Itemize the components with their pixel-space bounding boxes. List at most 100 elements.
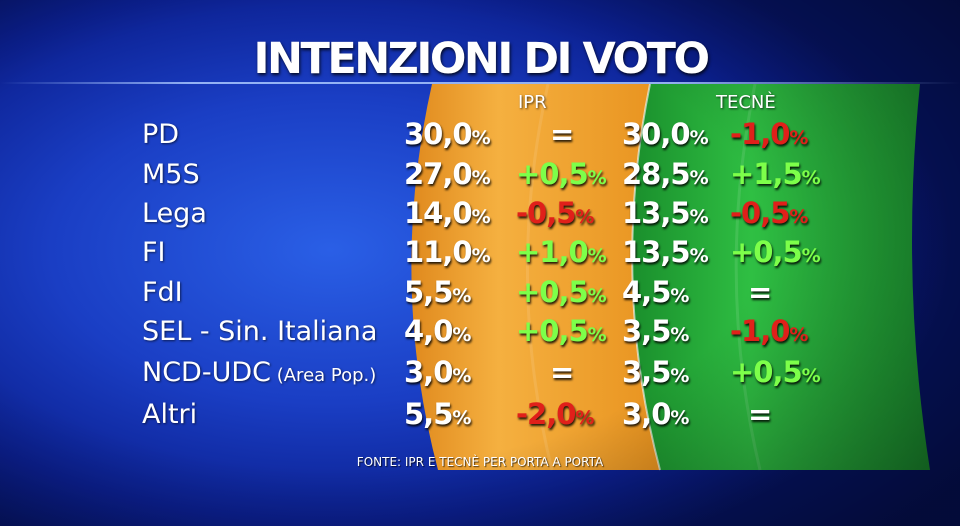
ipr-delta-cell: +0,5% (516, 278, 607, 307)
ipr-cell: 5,5% (404, 400, 471, 429)
ipr-cell: 14,0% (404, 199, 491, 228)
ipr-delta-cell: = (550, 355, 574, 389)
ipr-value: 5,5 (404, 275, 453, 309)
tecne-delta-cell: -1,0% (730, 317, 808, 346)
party-label: M5S (142, 159, 200, 190)
tecne-cell: 3,0% (622, 400, 689, 429)
ipr-cell: 3,0% (404, 358, 471, 387)
tecne-delta-value: +0,5 (730, 235, 803, 269)
percent-sign: % (471, 127, 491, 149)
percent-sign: % (689, 167, 709, 189)
ipr-delta-value: = (550, 117, 574, 151)
ipr-column-header: IPR (518, 92, 547, 113)
ipr-delta-value: +0,5 (516, 157, 589, 191)
party-name: Altri (142, 399, 198, 430)
tecne-column-header: TECNÈ (716, 92, 776, 113)
party-name: NCD-UDC (142, 357, 271, 388)
ipr-value: 14,0 (404, 196, 473, 230)
tecne-delta-cell: +0,5% (730, 358, 821, 387)
tecne-delta-cell: = (748, 397, 772, 431)
tecne-value: 28,5 (622, 157, 691, 191)
percent-sign: % (670, 285, 690, 307)
ipr-value: 30,0 (404, 117, 473, 151)
tecne-value: 3,5 (622, 314, 671, 348)
party-label: FdI (142, 277, 183, 308)
tecne-delta-value: -0,5 (730, 196, 790, 230)
ipr-cell: 30,0% (404, 120, 491, 149)
party-name: Lega (142, 198, 207, 229)
tecne-value: 13,5 (622, 235, 691, 269)
ipr-delta-cell: -2,0% (516, 400, 594, 429)
tecne-value: 13,5 (622, 196, 691, 230)
percent-sign: % (471, 206, 491, 228)
percent-sign: % (587, 245, 607, 267)
ipr-value: 27,0 (404, 157, 473, 191)
party-label: FI (142, 237, 166, 268)
party-label: PD (142, 119, 179, 150)
tecne-delta-cell: = (748, 275, 772, 309)
ipr-delta-cell: -0,5% (516, 199, 594, 228)
percent-sign: % (670, 324, 690, 346)
percent-sign: % (575, 206, 595, 228)
ipr-value: 4,0 (404, 314, 453, 348)
percent-sign: % (452, 407, 472, 429)
percent-sign: % (801, 365, 821, 387)
tecne-delta-value: -1,0 (730, 314, 790, 348)
tecne-cell: 30,0% (622, 120, 709, 149)
tecne-cell: 4,5% (622, 278, 689, 307)
percent-sign: % (587, 167, 607, 189)
percent-sign: % (670, 365, 690, 387)
party-subtitle: (Area Pop.) (271, 365, 377, 386)
ipr-delta-cell: +0,5% (516, 160, 607, 189)
percent-sign: % (789, 127, 809, 149)
ipr-delta-value: -0,5 (516, 196, 576, 230)
percent-sign: % (471, 167, 491, 189)
tecne-delta-value: = (748, 397, 772, 431)
tecne-delta-value: = (748, 275, 772, 309)
ipr-cell: 5,5% (404, 278, 471, 307)
percent-sign: % (670, 407, 690, 429)
ipr-cell: 11,0% (404, 238, 491, 267)
source-note: FONTE: IPR E TECNÈ PER PORTA A PORTA (356, 455, 604, 469)
percent-sign: % (801, 167, 821, 189)
percent-sign: % (689, 245, 709, 267)
ipr-value: 11,0 (404, 235, 473, 269)
percent-sign: % (587, 324, 607, 346)
percent-sign: % (452, 365, 472, 387)
percent-sign: % (575, 407, 595, 429)
tecne-delta-cell: -0,5% (730, 199, 808, 228)
page-title: INTENZIONI DI VOTO (253, 34, 711, 84)
party-name: M5S (142, 159, 200, 190)
percent-sign: % (689, 206, 709, 228)
percent-sign: % (452, 285, 472, 307)
tecne-delta-value: -1,0 (730, 117, 790, 151)
tecne-delta-cell: +1,5% (730, 160, 821, 189)
ipr-delta-value: +0,5 (516, 275, 589, 309)
percent-sign: % (689, 127, 709, 149)
ipr-value: 3,0 (404, 355, 453, 389)
party-name: FdI (142, 277, 183, 308)
ipr-delta-cell: = (550, 117, 574, 151)
ipr-value: 5,5 (404, 397, 453, 431)
tecne-delta-cell: +0,5% (730, 238, 821, 267)
tecne-value: 3,5 (622, 355, 671, 389)
percent-sign: % (789, 206, 809, 228)
ipr-delta-cell: +0,5% (516, 317, 607, 346)
party-name: SEL - Sin. Italiana (142, 316, 378, 347)
tecne-value: 3,0 (622, 397, 671, 431)
title-divider (0, 82, 960, 84)
ipr-cell: 4,0% (404, 317, 471, 346)
percent-sign: % (587, 285, 607, 307)
tecne-cell: 3,5% (622, 317, 689, 346)
ipr-delta-value: = (550, 355, 574, 389)
party-label: NCD-UDC (Area Pop.) (142, 357, 376, 388)
ipr-delta-value: +0,5 (516, 314, 589, 348)
party-label: Altri (142, 399, 197, 430)
tecne-cell: 13,5% (622, 199, 709, 228)
percent-sign: % (471, 245, 491, 267)
tecne-cell: 3,5% (622, 358, 689, 387)
percent-sign: % (801, 245, 821, 267)
ipr-delta-value: +1,0 (516, 235, 589, 269)
